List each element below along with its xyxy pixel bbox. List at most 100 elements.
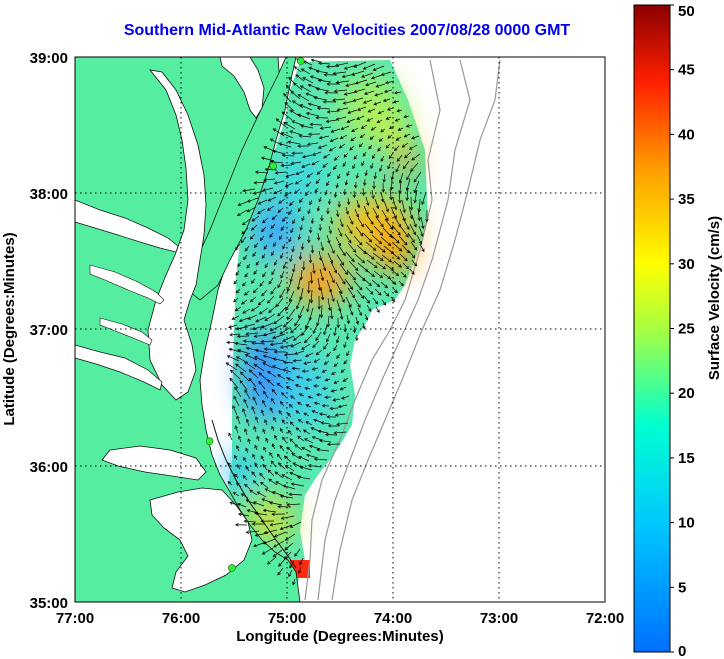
velocity-vector-head — [356, 116, 360, 120]
velocity-vector — [381, 71, 392, 76]
velocity-vector-head — [239, 379, 243, 384]
velocity-vector — [374, 288, 382, 296]
velocity-vector-head — [297, 236, 302, 241]
velocity-vector-head — [312, 344, 316, 349]
velocity-vector — [246, 499, 256, 505]
velocity-vector-head — [405, 234, 409, 238]
velocity-vector-head — [225, 362, 230, 366]
velocity-vector-head — [273, 416, 277, 421]
velocity-vector-head — [368, 308, 372, 312]
velocity-vector — [336, 422, 349, 425]
velocity-vector-head — [235, 246, 239, 251]
velocity-vector-head — [349, 147, 353, 151]
velocity-vector — [325, 434, 338, 436]
velocity-vector-head — [331, 250, 335, 254]
velocity-vector-head — [403, 114, 408, 119]
velocity-vector — [245, 448, 249, 454]
velocity-vector — [298, 456, 310, 462]
velocity-vector-head — [251, 471, 255, 475]
velocity-vector — [380, 281, 388, 288]
velocity-vector — [364, 223, 373, 234]
velocity-vector — [389, 188, 392, 200]
velocity-vector-head — [352, 329, 357, 334]
velocity-vector — [280, 401, 285, 407]
velocity-vector-head — [295, 74, 300, 78]
velocity-vector — [273, 549, 283, 558]
velocity-vector — [239, 317, 249, 322]
velocity-vector-head — [238, 512, 242, 517]
x-tick-label: 72:00 — [586, 610, 624, 627]
velocity-vector-head — [232, 405, 236, 409]
velocity-vector-head — [317, 287, 322, 291]
velocity-vector-head — [263, 390, 267, 395]
velocity-vector-head — [311, 161, 316, 166]
velocity-vector-head — [269, 138, 274, 142]
velocity-vector — [389, 125, 395, 129]
velocity-vector — [242, 308, 251, 314]
velocity-vector — [284, 102, 295, 112]
velocity-vector — [289, 404, 294, 409]
velocity-vector-head — [264, 488, 269, 492]
velocity-vector — [334, 155, 340, 161]
velocity-vector-head — [333, 89, 338, 93]
velocity-vector — [335, 236, 341, 247]
velocity-vector — [326, 234, 330, 244]
velocity-vector-head — [291, 248, 295, 253]
velocity-vector-head — [251, 326, 256, 331]
velocity-vector-head — [411, 157, 415, 161]
velocity-vector — [371, 279, 380, 287]
velocity-vector — [289, 254, 293, 262]
velocity-vector — [270, 522, 284, 526]
velocity-vector-head — [366, 202, 370, 207]
velocity-field — [226, 60, 428, 582]
velocity-vector-head — [315, 180, 320, 184]
velocity-vector — [268, 304, 278, 313]
velocity-vector-head — [305, 183, 310, 187]
velocity-vector — [298, 566, 302, 574]
velocity-vector-head — [261, 292, 265, 297]
velocity-vector-head — [340, 223, 344, 228]
velocity-vector-head — [377, 291, 382, 296]
velocity-vector-head — [283, 455, 288, 459]
velocity-vector-head — [413, 199, 417, 204]
y-tick-label: 38:00 — [30, 186, 68, 203]
velocity-vector-head — [267, 561, 271, 565]
velocity-vector — [404, 151, 412, 159]
velocity-vector — [253, 501, 265, 507]
velocity-vector — [229, 333, 241, 336]
james-river — [75, 344, 163, 391]
velocity-vector-head — [279, 294, 283, 299]
velocity-vector — [339, 218, 344, 227]
velocity-vector — [281, 132, 294, 139]
velocity-vector-head — [309, 122, 313, 127]
velocity-vector-head — [332, 398, 337, 402]
velocity-vector — [347, 109, 358, 114]
velocity-vector-head — [298, 455, 302, 460]
velocity-vector-head — [325, 119, 330, 123]
velocity-vector-head — [258, 380, 262, 385]
velocity-vector — [263, 509, 277, 513]
velocity-vector-head — [246, 265, 250, 269]
velocity-vector — [269, 232, 274, 238]
velocity-vector — [261, 340, 275, 343]
velocity-vector — [290, 272, 294, 282]
velocity-vector-head — [326, 182, 330, 187]
velocity-vector-head — [286, 288, 290, 293]
velocity-vector — [297, 206, 302, 212]
velocity-vector-head — [277, 312, 281, 317]
velocity-vector — [393, 100, 400, 103]
velocity-vector — [328, 198, 331, 205]
velocity-vector — [418, 225, 424, 237]
velocity-vector-head — [237, 349, 241, 353]
velocity-vector — [379, 137, 384, 142]
velocity-vector-head — [243, 324, 248, 328]
radar-station-marker — [205, 437, 214, 446]
velocity-vector-head — [237, 503, 241, 507]
velocity-vector — [362, 322, 365, 329]
velocity-vector-head — [359, 232, 364, 237]
velocity-vector — [269, 452, 274, 459]
velocity-vector — [396, 136, 402, 141]
velocity-vector — [296, 296, 302, 309]
velocity-vector — [299, 251, 302, 260]
velocity-vector-head — [335, 184, 339, 189]
